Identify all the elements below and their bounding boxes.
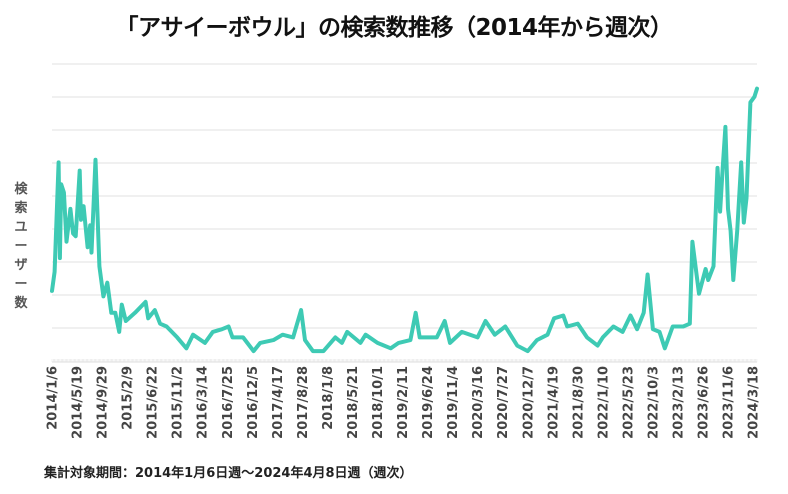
x-tick-label: 2016/3/14 xyxy=(196,366,211,439)
x-tick-label: 2019/2/11 xyxy=(396,366,411,439)
x-tick-label: 2014/1/6 xyxy=(46,366,61,430)
x-tick-label: 2014/5/19 xyxy=(71,366,86,439)
chart-title: 「アサイーボウル」の検索数推移（2014年から週次） xyxy=(115,15,673,41)
x-tick-label: 2024/3/18 xyxy=(747,366,762,439)
x-tick-label: 2018/1/8 xyxy=(321,366,336,430)
x-tick-label: 2015/6/22 xyxy=(146,366,161,439)
x-tick-label: 2017/4/17 xyxy=(271,366,286,439)
x-tick-label: 2016/12/5 xyxy=(246,366,261,439)
x-axis: 2014/1/6 2014/5/19 2014/9/29 2015/2/9 2015/6… xyxy=(46,359,762,439)
x-tick-label: 2019/6/24 xyxy=(421,366,436,439)
series-line-group xyxy=(50,86,759,354)
x-tick-label: 2021/4/19 xyxy=(546,366,561,439)
x-tick-label: 2022/1/10 xyxy=(596,366,611,439)
gridlines xyxy=(52,63,757,329)
x-tick-label: 2014/9/29 xyxy=(96,366,111,439)
x-tick-label: 2018/10/1 xyxy=(371,366,386,439)
x-tick-label: 2020/12/7 xyxy=(521,366,536,439)
x-tick-label: 2023/2/13 xyxy=(672,366,687,439)
x-tick-label: 2023/11/6 xyxy=(722,366,737,439)
series-line xyxy=(50,86,759,354)
x-tick-label: 2020/3/16 xyxy=(471,366,486,439)
x-tick-label: 2022/5/23 xyxy=(621,366,636,439)
x-tick-label: 2023/6/26 xyxy=(697,366,712,439)
x-tick-label: 2015/2/9 xyxy=(121,366,136,430)
x-tick-label: 2016/7/25 xyxy=(221,366,236,439)
footnote: 集計対象期間：2014年1月6日週〜2024年4月8日週（週次） xyxy=(44,466,413,481)
x-tick-label: 2020/7/27 xyxy=(496,366,511,439)
x-tick-label: 2021/8/30 xyxy=(571,366,586,439)
x-tick-label: 2018/5/21 xyxy=(346,366,361,439)
x-tick-label: 2019/11/4 xyxy=(446,366,461,439)
x-tick-label: 2022/10/3 xyxy=(646,366,661,439)
y-axis-label: 検索ユーザー数 xyxy=(14,182,28,311)
x-tick-label: 2017/8/28 xyxy=(296,366,311,439)
x-tick-label: 2015/11/2 xyxy=(171,366,186,439)
